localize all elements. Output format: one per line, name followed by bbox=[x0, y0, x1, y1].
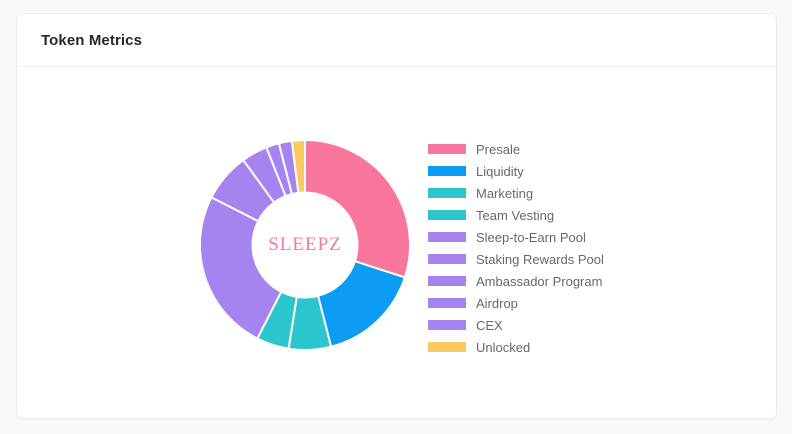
legend-item-marketing[interactable]: Marketing bbox=[428, 182, 604, 204]
token-metrics-card: Token Metrics SLEEPZ Presale Liquidity Mar… bbox=[16, 13, 777, 419]
legend-item-presale[interactable]: Presale bbox=[428, 138, 604, 160]
legend-item-unlocked[interactable]: Unlocked bbox=[428, 336, 604, 358]
legend-swatch-sleep-to-earn-pool bbox=[428, 232, 466, 242]
legend-item-team-vesting[interactable]: Team Vesting bbox=[428, 204, 604, 226]
legend-swatch-staking-rewards-pool bbox=[428, 254, 466, 264]
legend-label-ambassador-program: Ambassador Program bbox=[476, 273, 603, 289]
legend-swatch-liquidity bbox=[428, 166, 466, 176]
card-header: Token Metrics bbox=[17, 14, 776, 67]
legend-item-liquidity[interactable]: Liquidity bbox=[428, 160, 604, 182]
legend-swatch-unlocked bbox=[428, 342, 466, 352]
legend-label-liquidity: Liquidity bbox=[476, 163, 524, 179]
donut-slice-presale[interactable] bbox=[304, 138, 411, 279]
donut-slice-sleep-to-earn-pool[interactable] bbox=[198, 195, 283, 340]
legend-label-marketing: Marketing bbox=[476, 185, 534, 201]
donut-chart: SLEEPZ bbox=[195, 135, 415, 355]
legend-label-presale: Presale bbox=[476, 141, 521, 157]
card-body: SLEEPZ Presale Liquidity Marketing Team Ves… bbox=[17, 67, 776, 418]
legend-item-airdrop[interactable]: Airdrop bbox=[428, 292, 604, 314]
donut-slice-unlocked[interactable] bbox=[290, 138, 306, 195]
legend-item-ambassador-program[interactable]: Ambassador Program bbox=[428, 270, 604, 292]
legend-swatch-marketing bbox=[428, 188, 466, 198]
legend-label-sleep-to-earn-pool: Sleep-to-Earn Pool bbox=[476, 229, 586, 245]
card-title: Token Metrics bbox=[41, 31, 143, 49]
legend-swatch-presale bbox=[428, 144, 466, 154]
legend-label-cex: CEX bbox=[476, 317, 503, 333]
legend-swatch-team-vesting bbox=[428, 210, 466, 220]
legend-label-staking-rewards-pool: Staking Rewards Pool bbox=[476, 251, 604, 267]
legend-label-team-vesting: Team Vesting bbox=[476, 207, 555, 223]
legend-item-sleep-to-earn-pool[interactable]: Sleep-to-Earn Pool bbox=[428, 226, 604, 248]
legend-item-staking-rewards-pool[interactable]: Staking Rewards Pool bbox=[428, 248, 604, 270]
donut-svg bbox=[198, 138, 411, 351]
legend-swatch-airdrop bbox=[428, 298, 466, 308]
legend-label-unlocked: Unlocked bbox=[476, 339, 531, 355]
legend-item-cex[interactable]: CEX bbox=[428, 314, 604, 336]
legend-swatch-ambassador-program bbox=[428, 276, 466, 286]
legend-label-airdrop: Airdrop bbox=[476, 295, 518, 311]
legend: Presale Liquidity Marketing Team Vesting Sle… bbox=[428, 138, 604, 358]
legend-swatch-cex bbox=[428, 320, 466, 330]
donut-slice-liquidity[interactable] bbox=[316, 259, 407, 348]
